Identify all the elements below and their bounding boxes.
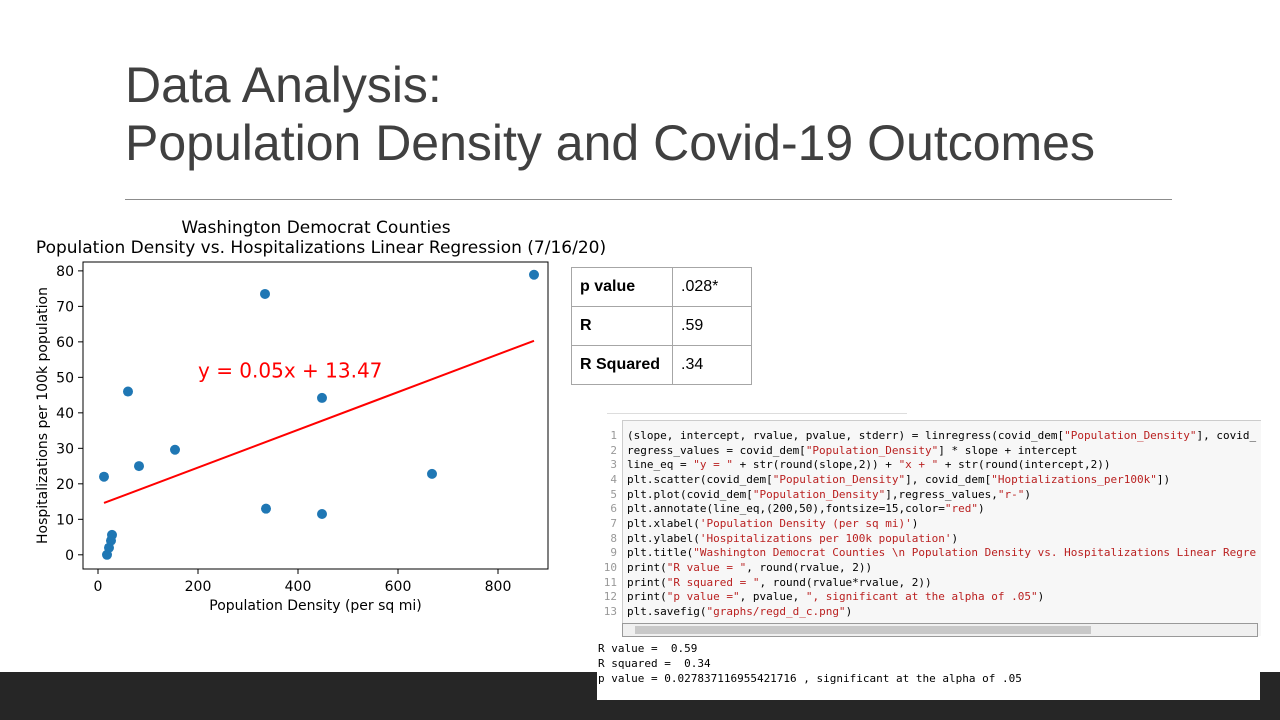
line-number: 9	[610, 546, 617, 560]
stat-value: .59	[672, 306, 752, 346]
chart-title: Washington Democrat Counties	[181, 218, 450, 238]
slide-title: Population Density and Covid-19 Outcomes	[125, 115, 1095, 171]
data-point	[107, 529, 117, 540]
line-number: 6	[610, 502, 617, 516]
table-row: R Squared .34	[571, 345, 752, 385]
chart-subtitle: Population Density vs. Hospitalizations …	[36, 238, 606, 258]
title-rule	[125, 199, 1172, 200]
code-line: plt.annotate(line_eq,(200,50),fontsize=1…	[627, 502, 985, 516]
y-tick-label: 30	[56, 441, 74, 457]
code-line: plt.title("Washington Democrat Counties …	[627, 546, 1257, 560]
data-point	[99, 471, 109, 482]
output-line: p value = 0.027837116955421716 , signifi…	[598, 672, 1022, 685]
y-axis-label: Hospitalizations per 100k population	[35, 287, 51, 544]
stat-name: p value	[571, 267, 673, 307]
chart: Washington Democrat Counties Population …	[35, 218, 606, 614]
line-number: 3	[610, 458, 617, 472]
code-line: print("R squared = ", round(rvalue*rvalu…	[627, 575, 932, 589]
data-point	[529, 269, 539, 280]
code-cell	[622, 420, 1261, 636]
code-line: plt.plot(covid_dem["Population_Density"]…	[627, 487, 1032, 501]
output-line: R squared = 0.34	[598, 657, 711, 670]
data-point	[123, 386, 133, 397]
code-line: line_eq = "y = " + str(round(slope,2)) +…	[627, 458, 1111, 472]
y-tick-label: 80	[56, 264, 74, 280]
x-tick-label: 800	[485, 579, 512, 595]
stat-value: .34	[672, 345, 752, 385]
code-screenshot: 1 (slope, intercept, rvalue, pvalue, stde…	[597, 405, 1261, 700]
code-line: (slope, intercept, rvalue, pvalue, stder…	[627, 429, 1257, 442]
y-tick-label: 20	[56, 477, 74, 493]
line-number: 4	[610, 473, 617, 486]
x-tick-label: 200	[185, 579, 212, 595]
y-tick-label: 70	[56, 299, 74, 315]
plot-frame	[82, 261, 549, 570]
y-tick-label: 50	[56, 370, 74, 386]
toolbar	[607, 407, 907, 414]
code-line: regress_values = covid_dem["Population_D…	[627, 443, 1078, 457]
line-number: 10	[603, 561, 617, 575]
output-line: R value = 0.59	[598, 642, 698, 655]
data-point	[427, 468, 437, 479]
code-line: plt.ylabel('Hospitalizations per 100k po…	[627, 531, 959, 545]
x-tick-label: 600	[385, 579, 412, 595]
x-tick-label: 0	[94, 579, 103, 595]
data-point	[170, 444, 180, 455]
line-number: 8	[610, 531, 617, 545]
line-number: 12	[603, 590, 617, 604]
code-line: plt.savefig("graphs/regd_d_c.png")	[627, 605, 853, 619]
x-tick-label: 400	[285, 579, 312, 595]
line-number: 2	[610, 443, 617, 457]
data-point	[260, 288, 270, 299]
data-point	[317, 508, 327, 519]
code-line: print("R value = ", round(rvalue, 2))	[627, 561, 873, 575]
y-tick-label: 60	[56, 335, 74, 351]
line-number: 1	[610, 429, 617, 442]
scrollbar[interactable]	[622, 623, 1258, 637]
code-line: plt.xlabel('Population Density (per sq m…	[627, 517, 919, 531]
line-number: 13	[603, 605, 617, 619]
table-row: p value .028*	[571, 267, 752, 307]
data-point	[317, 392, 327, 403]
stat-name: R	[571, 306, 673, 346]
data-point	[261, 503, 271, 514]
y-tick-label: 10	[56, 512, 74, 528]
y-tick-label: 40	[56, 406, 74, 422]
data-point	[134, 461, 144, 472]
line-number: 11	[603, 575, 617, 589]
table-row: R .59	[571, 306, 752, 346]
x-axis-label: Population Density (per sq mi)	[209, 598, 421, 614]
line-number: 5	[610, 487, 617, 501]
code-line: plt.scatter(covid_dem["Population_Densit…	[627, 473, 1171, 486]
annotation: y = 0.05x + 13.47	[198, 358, 382, 382]
stat-value: .028*	[672, 267, 752, 307]
y-tick-label: 0	[65, 548, 74, 564]
code-line: print("p value =", pvalue, ", significan…	[627, 590, 1045, 604]
slide-title: Data Analysis:	[125, 57, 442, 113]
regression-line	[103, 339, 535, 504]
stats-table: p value .028* R .59 R Squared .34	[571, 267, 752, 385]
line-number: 7	[610, 517, 617, 531]
stat-name: R Squared	[571, 345, 673, 385]
